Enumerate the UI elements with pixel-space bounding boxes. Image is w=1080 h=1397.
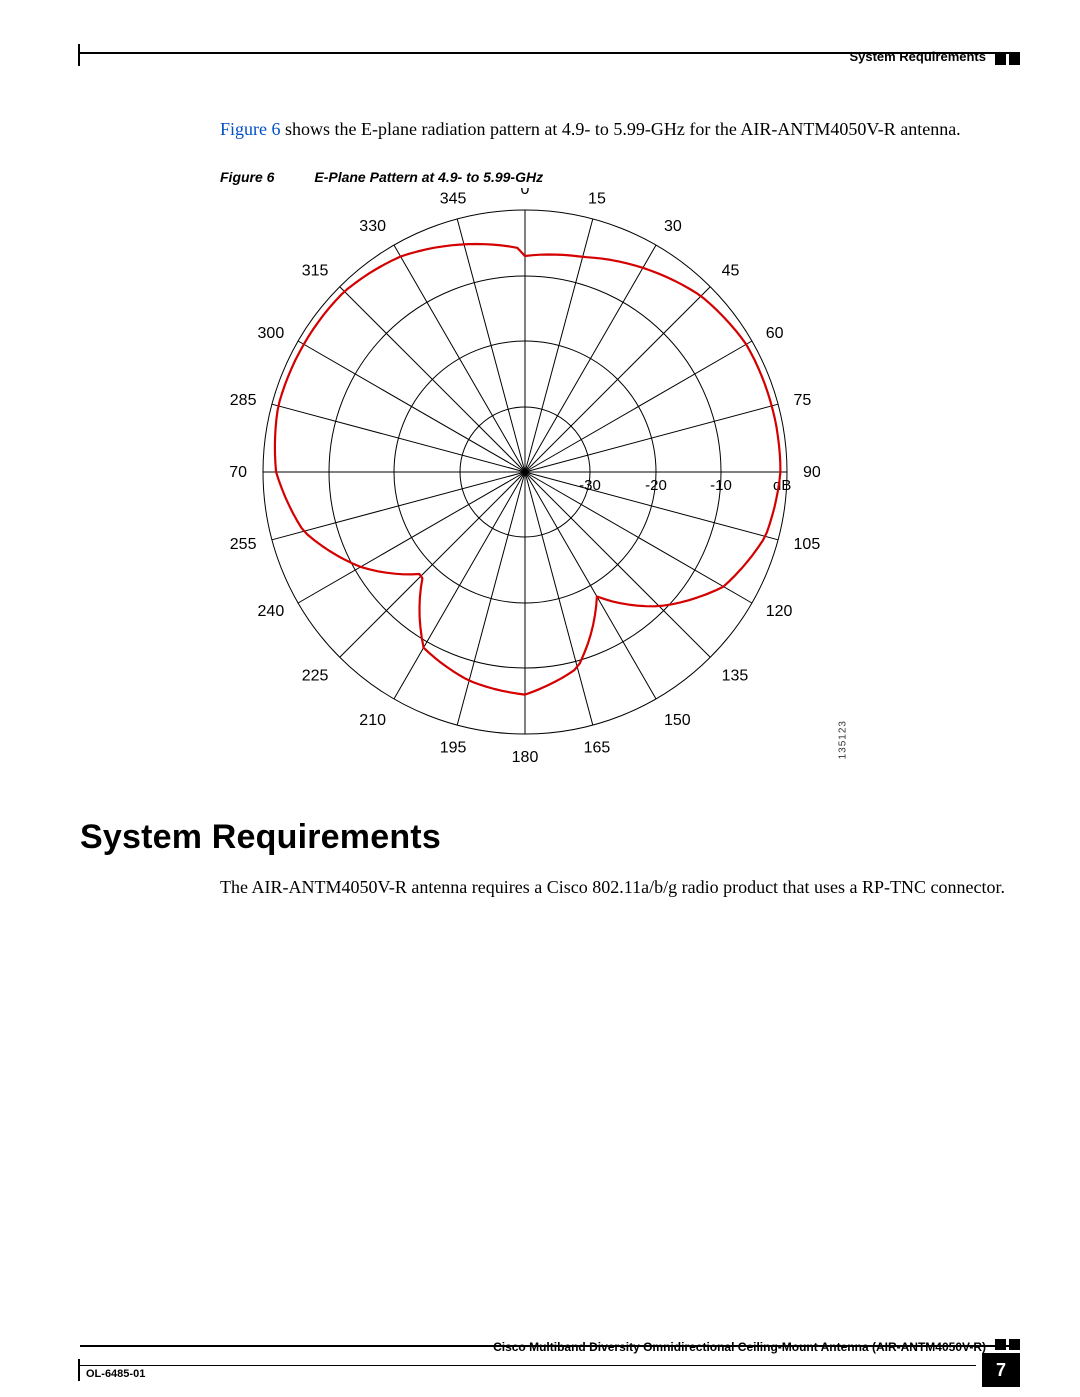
image-number: 135123: [838, 720, 848, 759]
svg-text:345: 345: [440, 190, 467, 207]
svg-text:210: 210: [359, 712, 386, 729]
polar-svg: 0 15 30 45 60 75 90 105 120 135 150 165 180 195 210 225…: [230, 188, 820, 778]
svg-text:270: 270: [230, 464, 247, 481]
svg-text:90: 90: [803, 464, 820, 481]
footer-tick: [78, 1359, 80, 1381]
section-heading: System Requirements: [80, 820, 441, 854]
figure-ref-link[interactable]: Figure 6: [220, 119, 281, 139]
svg-text:285: 285: [230, 392, 257, 409]
svg-text:255: 255: [230, 536, 257, 553]
intro-text: shows the E-plane radiation pattern at 4…: [281, 119, 961, 139]
polar-chart: 0 15 30 45 60 75 90 105 120 135 150 165 180 195 210 225…: [230, 188, 820, 778]
page-number-badge: 7: [982, 1353, 1020, 1387]
svg-text:195: 195: [440, 740, 467, 757]
svg-text:-20: -20: [645, 477, 667, 494]
footer-rule-bottom: [80, 1365, 976, 1366]
svg-text:180: 180: [512, 749, 539, 766]
svg-text:75: 75: [794, 392, 812, 409]
svg-text:225: 225: [302, 668, 329, 685]
svg-text:315: 315: [302, 262, 329, 279]
svg-text:240: 240: [258, 603, 285, 620]
svg-text:45: 45: [722, 262, 740, 279]
svg-text:135: 135: [722, 668, 749, 685]
footer-ornament: [994, 1339, 1020, 1351]
svg-text:15: 15: [588, 190, 606, 207]
svg-text:105: 105: [794, 536, 820, 553]
svg-text:-30: -30: [579, 477, 601, 494]
svg-text:60: 60: [766, 325, 784, 342]
figure-caption: Figure 6 E-Plane Pattern at 4.9- to 5.99…: [220, 170, 543, 184]
svg-text:0: 0: [521, 188, 530, 198]
svg-text:-10: -10: [710, 477, 732, 494]
svg-text:120: 120: [766, 603, 793, 620]
header-ornament: [994, 54, 1020, 66]
body-paragraph: The AIR-ANTM4050V-R antenna requires a C…: [220, 876, 1010, 899]
header-tick: [78, 44, 80, 66]
page: System Requirements Figure 6 shows the E…: [0, 0, 1080, 1397]
svg-text:330: 330: [359, 218, 386, 235]
figure-title: E-Plane Pattern at 4.9- to 5.99-GHz: [314, 169, 543, 185]
svg-text:30: 30: [664, 218, 682, 235]
footer-doc-title: Cisco Multiband Diversity Omnidirectiona…: [493, 1341, 986, 1353]
svg-text:300: 300: [258, 325, 285, 342]
svg-text:165: 165: [584, 740, 611, 757]
intro-paragraph: Figure 6 shows the E-plane radiation pat…: [220, 118, 1010, 141]
figure-label: Figure 6: [220, 169, 274, 185]
svg-text:dB: dB: [773, 477, 791, 494]
svg-text:150: 150: [664, 712, 691, 729]
footer-doc-number: OL-6485-01: [86, 1369, 145, 1380]
header-section-title: System Requirements: [849, 50, 986, 63]
